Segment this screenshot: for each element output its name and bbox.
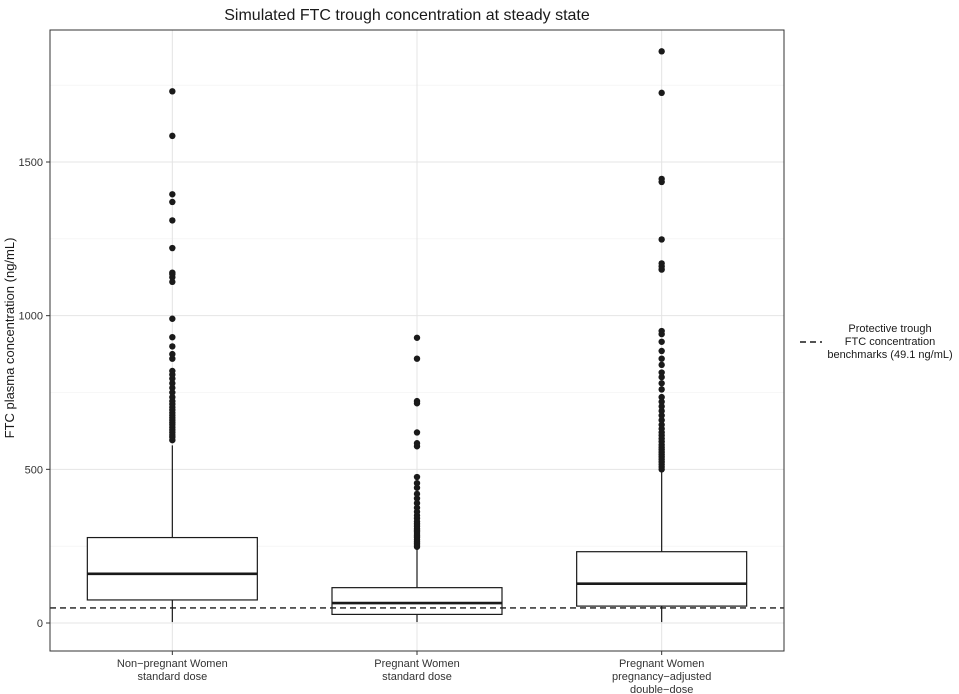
outlier-point: [658, 175, 665, 183]
outlier-point: [658, 380, 665, 387]
box-group: [331, 334, 503, 623]
box-group: [576, 48, 748, 623]
legend-label-line: FTC concentration: [845, 336, 935, 348]
x-tick-label-line: double−dose: [630, 684, 693, 694]
outlier-point: [658, 373, 665, 381]
x-tick-label-line: Pregnant Women: [619, 658, 704, 670]
outlier-point: [658, 403, 665, 410]
outlier-point: [658, 327, 665, 335]
chart-title: Simulated FTC trough concentration at st…: [224, 7, 590, 24]
box-iqr: [576, 551, 748, 607]
outlier-point: [413, 440, 421, 447]
outlier-point: [658, 416, 665, 424]
outlier-point: [169, 367, 176, 375]
box-iqr: [86, 536, 258, 601]
x-tick-label-line: standard dose: [382, 671, 452, 683]
outlier-point: [658, 361, 665, 369]
legend: Protective trough FTC concentration benchm…: [800, 323, 953, 361]
outlier-point: [169, 355, 176, 362]
legend-label: Protective trough FTC concentration benchm…: [827, 323, 952, 361]
x-tick-label: Non−pregnant Women standard dose: [117, 658, 228, 683]
outlier-point: [413, 355, 421, 362]
outlier-point: [169, 380, 176, 387]
x-tick-label-line: Non−pregnant Women: [117, 658, 228, 670]
outlier-point: [169, 393, 176, 401]
outlier-point: [413, 499, 421, 507]
outlier-point: [658, 355, 665, 362]
y-axis-title: FTC plasma concentration (ng/mL): [2, 238, 17, 439]
x-axis: Non−pregnant Women standard dosePregnant …: [117, 651, 711, 694]
outlier-point: [658, 48, 665, 55]
outlier-point: [169, 269, 176, 276]
legend-label-line: Protective trough: [848, 323, 931, 335]
outlier-point: [169, 191, 176, 198]
outlier-point: [658, 347, 665, 355]
box-group: [86, 88, 258, 623]
outlier-point: [169, 217, 176, 224]
outlier-point: [169, 198, 176, 206]
x-tick-label: Pregnant Women pregnancy−adjusted double−d…: [612, 658, 711, 694]
outlier-point: [658, 89, 665, 97]
outlier-point: [658, 421, 665, 428]
outlier-point: [658, 393, 665, 401]
outlier-point: [413, 473, 421, 481]
x-tick-label-line: Pregnant Women: [374, 658, 459, 670]
y-tick-label: 0: [37, 618, 43, 630]
plot-border: [49, 29, 785, 652]
x-tick-label-line: standard dose: [137, 671, 207, 683]
outlier-point: [413, 504, 421, 511]
outlier-point: [413, 495, 421, 502]
y-tick-label: 1000: [19, 311, 43, 323]
y-tick-label: 1500: [19, 157, 43, 169]
outlier-point: [169, 278, 176, 286]
legend-label-line: benchmarks (49.1 ng/mL): [827, 349, 952, 361]
outlier-point: [658, 412, 665, 419]
outlier-point: [658, 398, 665, 405]
box-series: [86, 48, 748, 623]
outlier-point: [169, 389, 176, 396]
outlier-point: [658, 407, 665, 415]
outlier-point: [169, 384, 176, 392]
x-tick-label: Pregnant Women standard dose: [374, 658, 459, 683]
outlier-point: [413, 397, 421, 405]
outlier-point: [169, 244, 176, 252]
outlier-point: [658, 236, 665, 243]
outlier-point: [658, 386, 665, 393]
outlier-point: [169, 333, 176, 341]
outlier-point: [413, 479, 421, 487]
outlier-point: [413, 484, 421, 491]
outlier-point: [658, 369, 665, 376]
y-tick-label: 500: [25, 464, 43, 476]
outlier-point: [169, 315, 176, 322]
outlier-point: [169, 350, 176, 358]
outlier-point: [658, 338, 665, 345]
outlier-point: [658, 260, 665, 267]
outlier-point: [413, 490, 421, 498]
box-iqr: [331, 587, 503, 615]
outlier-point: [413, 429, 421, 436]
y-axis: 0 500 1000 1500: [19, 157, 50, 630]
outlier-point: [169, 132, 176, 140]
outlier-point: [413, 334, 421, 341]
x-tick-label-line: pregnancy−adjusted: [612, 671, 711, 683]
outlier-point: [169, 88, 176, 95]
outlier-point: [169, 343, 176, 350]
